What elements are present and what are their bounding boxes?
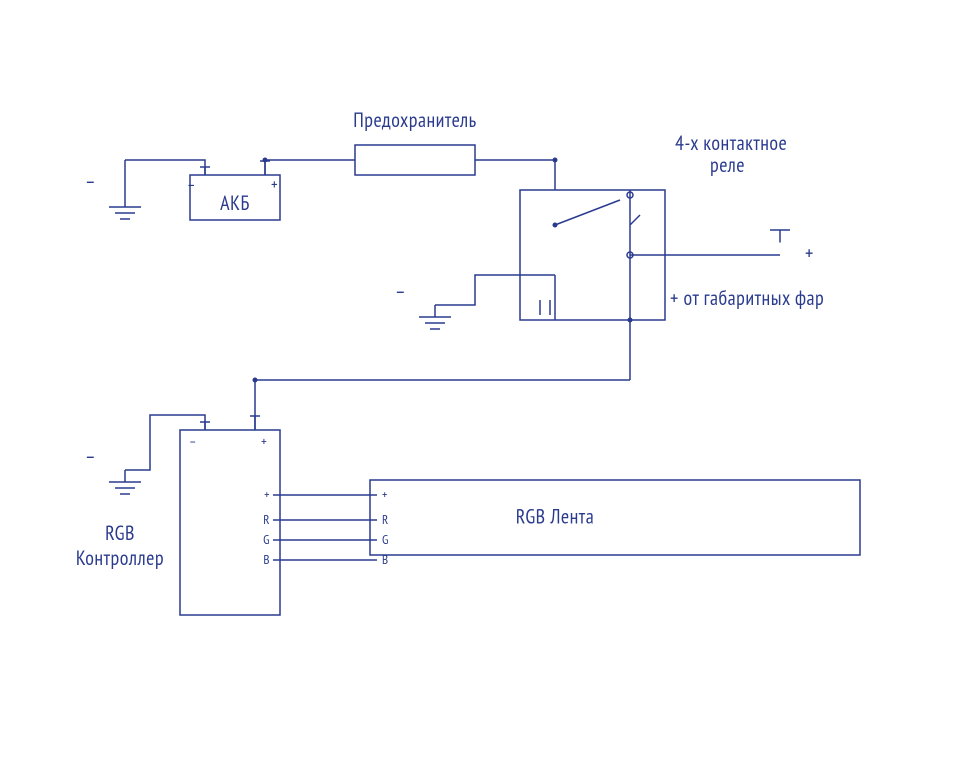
svg-text:+: + [382,486,388,503]
svg-text:+: + [805,240,814,266]
svg-text:G: G [263,531,270,548]
svg-text:B: B [382,551,389,568]
svg-text:+ от габаритных фар: + от габаритных фар [670,285,824,311]
svg-text:B: B [263,551,270,568]
svg-text:реле: реле [710,152,745,178]
svg-text:Предохранитель: Предохранитель [353,107,476,133]
svg-text:R: R [382,511,389,528]
svg-text:RGB Лента: RGB Лента [516,504,594,530]
svg-text:G: G [382,531,389,548]
svg-text:RGB: RGB [105,520,135,546]
svg-text:R: R [263,511,270,528]
svg-text:–: – [187,175,196,195]
svg-text:+: + [261,432,267,450]
svg-text:+: + [264,486,270,503]
svg-text:–: – [85,168,96,194]
svg-text:+: + [271,175,278,195]
svg-text:–: – [189,432,197,450]
svg-text:АКБ: АКБ [220,190,250,216]
svg-text:–: – [395,278,406,304]
svg-text:Контроллер: Контроллер [76,545,164,571]
svg-text:–: – [85,443,96,469]
